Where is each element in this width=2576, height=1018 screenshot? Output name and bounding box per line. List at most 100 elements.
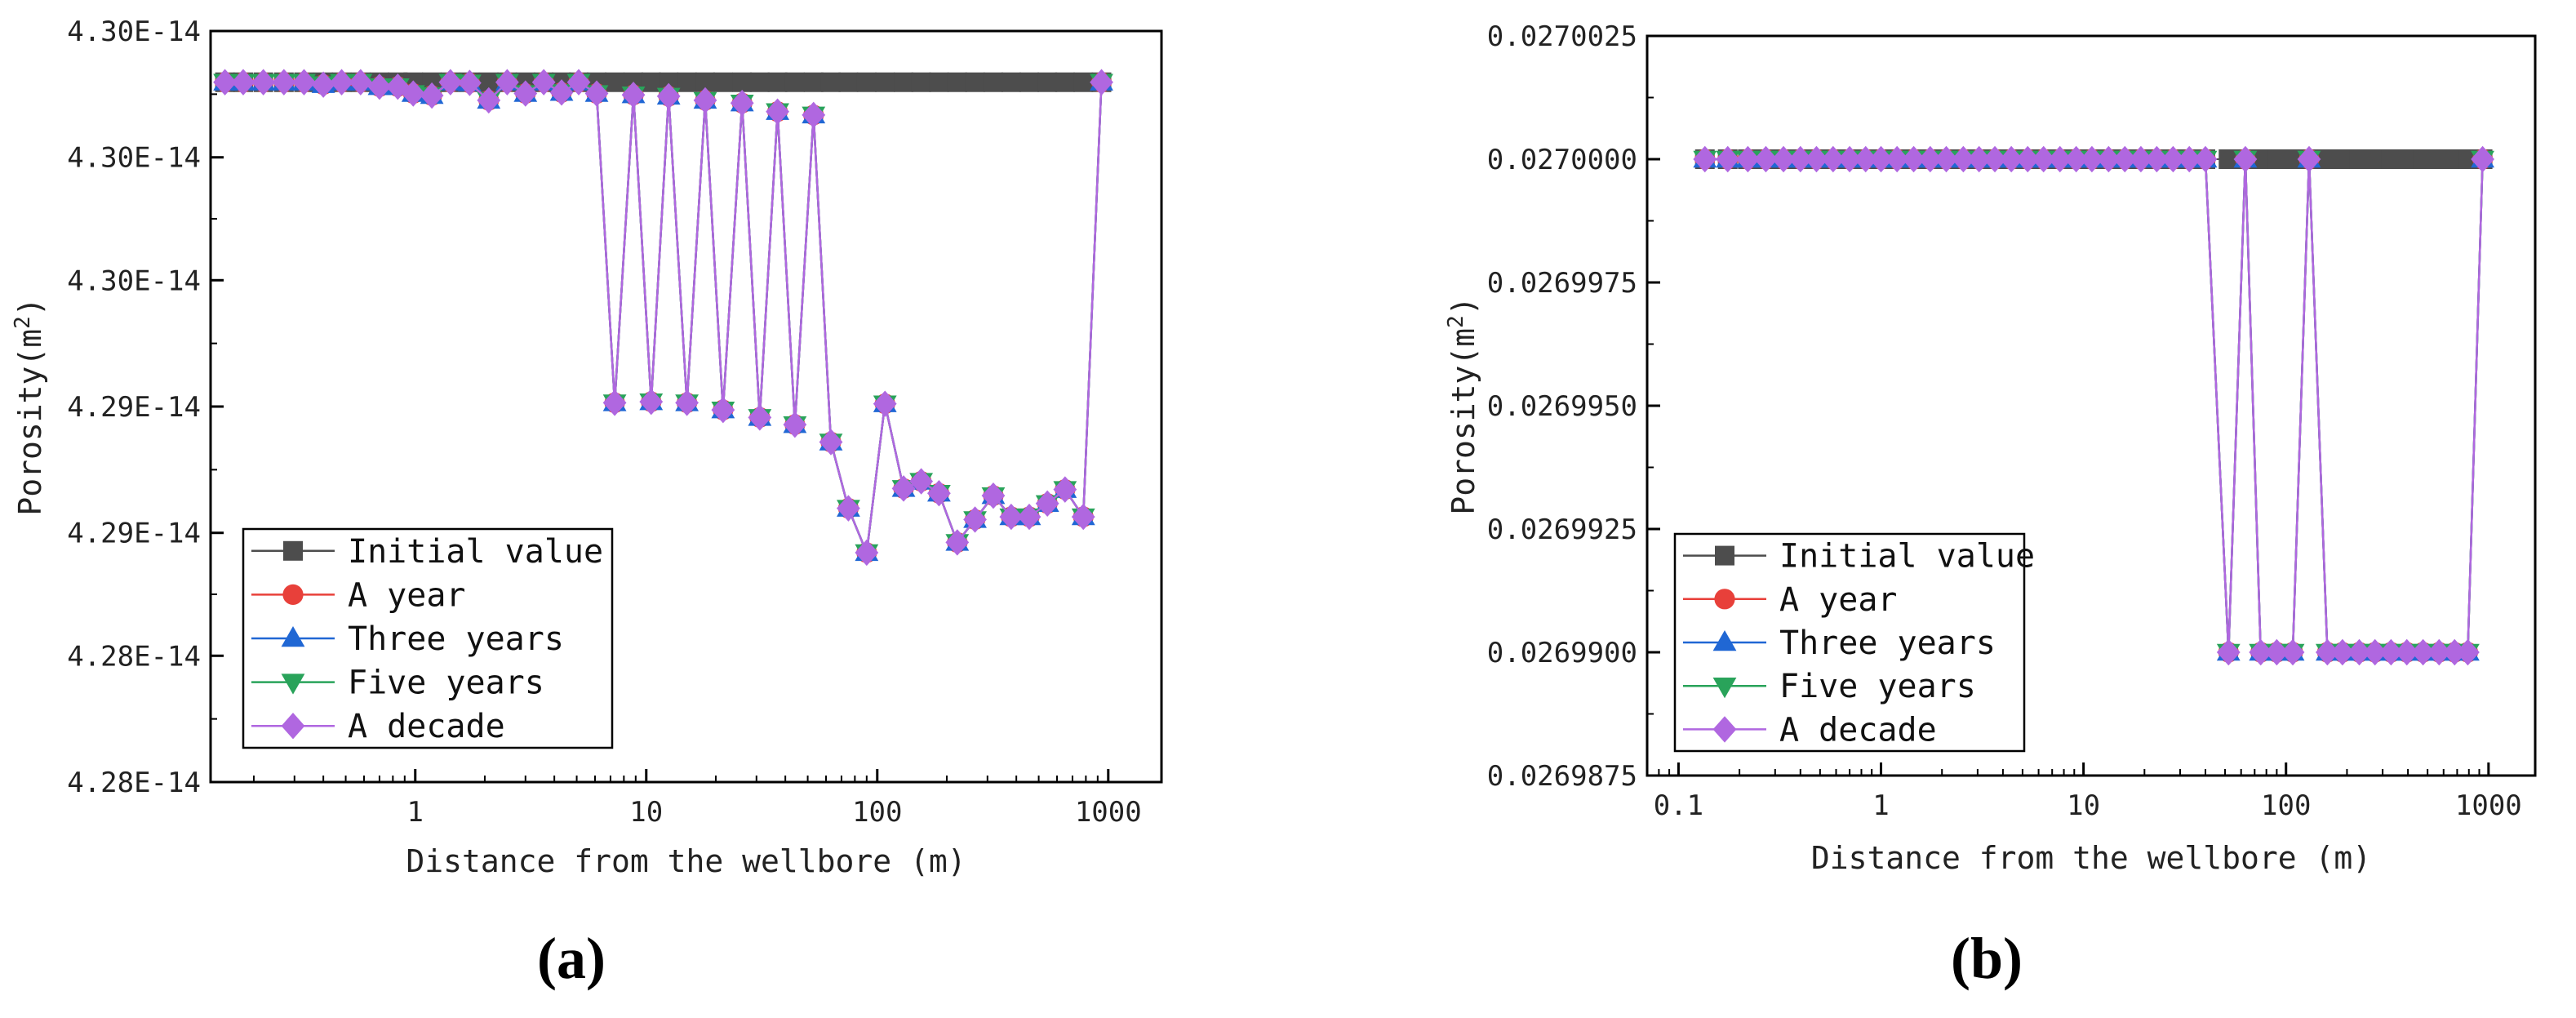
data-point-decade bbox=[1805, 145, 1828, 173]
x-tick-label: 100 bbox=[852, 796, 902, 829]
y-tick-label: 0.0269875 bbox=[1487, 760, 1637, 793]
data-point-decade bbox=[711, 396, 735, 424]
data-point-decade bbox=[213, 69, 237, 96]
x-tick-label: 100 bbox=[2261, 789, 2311, 822]
data-point-decade bbox=[1716, 145, 1740, 173]
data-point-decade bbox=[2456, 638, 2480, 666]
data-point-decade bbox=[1983, 145, 2007, 173]
data-point-decade bbox=[1951, 145, 1975, 173]
data-point-decade bbox=[2096, 145, 2121, 173]
data-point-initial bbox=[713, 72, 733, 92]
y-tick-label: 4.29E-14 bbox=[67, 518, 201, 550]
data-point-decade bbox=[2161, 145, 2185, 173]
data-point-initial bbox=[605, 72, 625, 92]
x-tick-label: 1000 bbox=[1075, 796, 1142, 829]
x-tick-label: 0.1 bbox=[1654, 789, 1703, 822]
y-tick-label: 0.0269900 bbox=[1487, 637, 1637, 669]
data-point-decade bbox=[1821, 145, 1845, 173]
data-point-initial bbox=[965, 72, 985, 92]
legend-marker-initial bbox=[1715, 545, 1734, 566]
data-point-initial bbox=[911, 72, 931, 92]
data-point-decade bbox=[675, 389, 700, 416]
data-point-decade bbox=[420, 82, 444, 109]
data-point-decade bbox=[2080, 145, 2104, 173]
data-point-decade bbox=[1885, 145, 1909, 173]
data-point-decade bbox=[1854, 145, 1878, 173]
data-point-decade bbox=[566, 69, 591, 96]
data-point-decade bbox=[2281, 638, 2305, 666]
data-point-decade bbox=[1837, 145, 1862, 173]
data-point-decade bbox=[531, 69, 556, 96]
data-point-initial bbox=[803, 72, 824, 92]
y-axis-title-close: ) bbox=[12, 297, 48, 316]
data-point-initial bbox=[677, 72, 697, 92]
data-point-initial bbox=[929, 72, 949, 92]
data-point-decade bbox=[999, 503, 1024, 531]
data-point-decade bbox=[819, 429, 843, 456]
data-point-decade bbox=[367, 73, 392, 100]
data-point-decade bbox=[251, 69, 276, 96]
data-point-decade bbox=[311, 71, 335, 98]
data-point-decade bbox=[802, 101, 826, 129]
legend-label-five: Five years bbox=[348, 665, 544, 702]
data-point-decade bbox=[2442, 638, 2467, 666]
data-point-decade bbox=[2048, 145, 2072, 173]
y-tick-label: 4.28E-14 bbox=[67, 767, 201, 799]
data-point-decade bbox=[495, 69, 519, 96]
data-point-initial bbox=[1019, 72, 1039, 92]
y-axis-title-superscript: 2 bbox=[1444, 315, 1468, 328]
data-point-initial bbox=[767, 72, 788, 92]
data-point-decade bbox=[783, 411, 807, 438]
legend-marker-decade bbox=[1712, 716, 1737, 743]
data-point-decade bbox=[2015, 145, 2040, 173]
data-point-decade bbox=[602, 389, 627, 416]
chart-panel-b: 0.1 1 10 100 1000 0.0269875 0.0269900 0.0269925… bbox=[1444, 20, 2537, 991]
data-point-decade bbox=[656, 82, 681, 110]
legend-marker-year bbox=[282, 584, 304, 606]
data-point-decade bbox=[401, 80, 425, 107]
y-tick-label: 4.30E-14 bbox=[67, 265, 201, 297]
data-point-decade bbox=[2264, 638, 2289, 666]
data-point-decade bbox=[2193, 145, 2218, 173]
data-point-decade bbox=[2249, 638, 2273, 666]
y-tick-label: 0.0269925 bbox=[1487, 513, 1637, 546]
data-point-decade bbox=[1693, 145, 1717, 173]
data-point-decade bbox=[438, 69, 463, 96]
legend-label-three: Three years bbox=[1779, 625, 1996, 662]
legend-marker-year bbox=[1714, 589, 1735, 610]
data-point-decade bbox=[909, 468, 934, 495]
legend-marker-five bbox=[1712, 678, 1737, 699]
data-point-decade bbox=[2216, 638, 2241, 666]
data-point-initial bbox=[2332, 149, 2352, 169]
data-point-decade bbox=[1918, 145, 1943, 173]
legend-label-decade: A decade bbox=[1779, 711, 1937, 749]
data-point-decade bbox=[981, 482, 1006, 509]
panel-label: (a) bbox=[537, 926, 606, 991]
data-point-decade bbox=[549, 79, 574, 106]
data-point-decade bbox=[2144, 145, 2169, 173]
legend-label-three: Three years bbox=[348, 620, 564, 658]
data-point-initial bbox=[784, 72, 805, 92]
data-point-decade bbox=[1053, 476, 1077, 503]
legend-label-five: Five years bbox=[1779, 668, 1976, 705]
data-point-initial bbox=[1001, 72, 1021, 92]
y-axis-title-main: Porosity(m bbox=[12, 329, 48, 516]
data-point-decade bbox=[292, 69, 316, 96]
data-point-decade bbox=[477, 87, 501, 114]
y-tick-label: 4.30E-14 bbox=[67, 142, 201, 175]
data-point-decade bbox=[2112, 145, 2137, 173]
data-point-initial bbox=[947, 72, 967, 92]
data-point-decade bbox=[730, 90, 754, 117]
data-point-decade bbox=[1071, 503, 1095, 531]
data-point-decade bbox=[2297, 145, 2321, 173]
data-point-decade bbox=[2233, 145, 2258, 173]
data-point-decade bbox=[639, 388, 664, 416]
legend-marker-initial bbox=[283, 540, 303, 561]
data-point-decade bbox=[748, 404, 772, 431]
data-point-decade bbox=[2330, 638, 2355, 666]
x-tick-label: 10 bbox=[629, 796, 663, 829]
data-point-decade bbox=[385, 73, 410, 100]
data-point-decade bbox=[1754, 145, 1778, 173]
legend-marker-five bbox=[281, 673, 305, 695]
